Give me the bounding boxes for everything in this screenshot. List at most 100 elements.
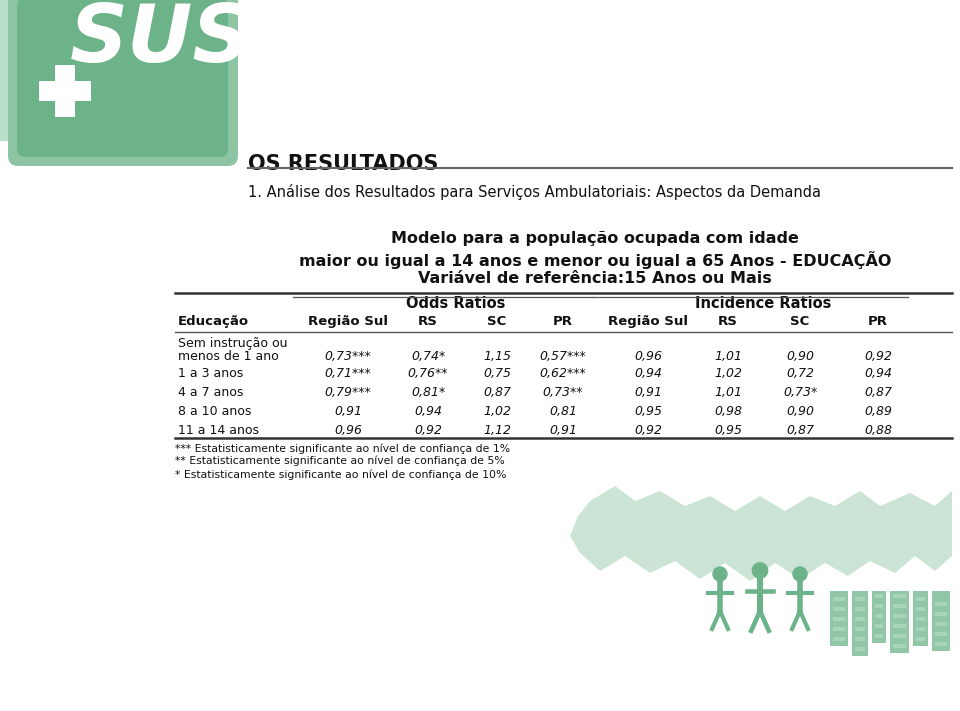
Bar	[833, 607, 845, 611]
Circle shape	[713, 567, 727, 581]
Text: 0,95: 0,95	[714, 424, 742, 437]
Bar	[913, 591, 928, 646]
Bar	[875, 614, 883, 618]
Text: 1,15: 1,15	[483, 350, 511, 363]
Text: 0,92: 0,92	[634, 424, 662, 437]
Text: Modelo para a população ocupada com idade: Modelo para a população ocupada com idad…	[391, 231, 799, 246]
Text: PR: PR	[868, 315, 888, 328]
Text: 0,75: 0,75	[483, 367, 511, 380]
Text: 0,90: 0,90	[786, 350, 814, 363]
Text: Sem instrução ou: Sem instrução ou	[178, 337, 287, 350]
Text: 0,62***: 0,62***	[540, 367, 587, 380]
Text: 0,96: 0,96	[334, 424, 362, 437]
Text: 1,02: 1,02	[714, 367, 742, 380]
Bar	[875, 624, 883, 628]
Text: 11 a 14 anos: 11 a 14 anos	[178, 424, 259, 437]
Text: Região Sul: Região Sul	[608, 315, 688, 328]
Text: 0,92: 0,92	[864, 350, 892, 363]
Bar	[893, 624, 906, 628]
Circle shape	[793, 567, 807, 581]
Text: 0,73**: 0,73**	[542, 386, 584, 399]
Text: 0,94: 0,94	[864, 367, 892, 380]
Bar	[935, 632, 947, 636]
Text: Incidence Ratios: Incidence Ratios	[695, 296, 831, 311]
Text: 0,94: 0,94	[414, 405, 442, 418]
Text: 0,81: 0,81	[549, 405, 577, 418]
Text: OS RESULTADOS: OS RESULTADOS	[248, 154, 439, 174]
Text: 4 a 7 anos: 4 a 7 anos	[178, 386, 244, 399]
Text: 0,81*: 0,81*	[411, 386, 445, 399]
Bar	[852, 591, 868, 656]
Bar	[830, 591, 848, 646]
Circle shape	[753, 563, 768, 578]
Bar	[916, 597, 925, 601]
Bar	[890, 591, 909, 653]
Bar	[935, 622, 947, 626]
Text: RS: RS	[418, 315, 438, 328]
Text: 0,71***: 0,71***	[324, 367, 372, 380]
Bar	[916, 627, 925, 631]
Bar	[916, 617, 925, 621]
Bar	[875, 594, 883, 598]
Bar	[833, 617, 845, 621]
Bar	[893, 644, 906, 648]
Text: 0,87: 0,87	[864, 386, 892, 399]
Text: 0,94: 0,94	[634, 367, 662, 380]
Bar	[893, 614, 906, 618]
Bar	[893, 604, 906, 608]
Bar	[872, 591, 886, 643]
Text: RS: RS	[718, 315, 738, 328]
Text: menos de 1 ano: menos de 1 ano	[178, 350, 278, 363]
Text: 0,91: 0,91	[634, 386, 662, 399]
Bar	[855, 647, 865, 651]
Text: Variável de referência:15 Anos ou Mais: Variável de referência:15 Anos ou Mais	[419, 271, 772, 286]
Bar	[855, 607, 865, 611]
Text: 0,87: 0,87	[786, 424, 814, 437]
Text: Educação: Educação	[178, 315, 250, 328]
FancyBboxPatch shape	[39, 81, 91, 101]
Text: ** Estatisticamente significante ao nível de confiança de 5%: ** Estatisticamente significante ao níve…	[175, 456, 505, 466]
Text: * Estatisticamente significante ao nível de confiança de 10%: * Estatisticamente significante ao nível…	[175, 469, 506, 479]
Text: 0,73***: 0,73***	[324, 350, 372, 363]
Text: SC: SC	[790, 315, 809, 328]
Bar	[833, 637, 845, 641]
Text: 8 a 10 anos: 8 a 10 anos	[178, 405, 252, 418]
Text: 0,91: 0,91	[334, 405, 362, 418]
FancyBboxPatch shape	[8, 0, 238, 166]
Bar	[932, 591, 950, 651]
FancyBboxPatch shape	[0, 0, 230, 141]
Text: 0,79***: 0,79***	[324, 386, 372, 399]
Text: 0,96: 0,96	[634, 350, 662, 363]
FancyBboxPatch shape	[17, 0, 228, 157]
Text: maior ou igual a 14 anos e menor ou igual a 65 Anos - EDUCAÇÃO: maior ou igual a 14 anos e menor ou igua…	[299, 251, 891, 269]
Bar	[855, 627, 865, 631]
Bar	[833, 597, 845, 601]
Text: 0,98: 0,98	[714, 405, 742, 418]
Bar	[875, 634, 883, 638]
Bar	[855, 637, 865, 641]
Text: 0,57***: 0,57***	[540, 350, 587, 363]
Text: SUS: SUS	[69, 1, 251, 79]
Bar	[855, 597, 865, 601]
Text: 0,87: 0,87	[483, 386, 511, 399]
Text: 1,02: 1,02	[483, 405, 511, 418]
Text: 1,01: 1,01	[714, 350, 742, 363]
Bar	[875, 604, 883, 608]
Text: 0,76**: 0,76**	[408, 367, 448, 380]
Text: 1,12: 1,12	[483, 424, 511, 437]
Bar	[935, 612, 947, 616]
Text: 0,89: 0,89	[864, 405, 892, 418]
FancyBboxPatch shape	[55, 65, 75, 117]
Text: 0,91: 0,91	[549, 424, 577, 437]
Text: SC: SC	[488, 315, 507, 328]
Bar	[916, 637, 925, 641]
Text: 0,72: 0,72	[786, 367, 814, 380]
Text: 1 a 3 anos: 1 a 3 anos	[178, 367, 243, 380]
Bar	[916, 607, 925, 611]
Text: Região Sul: Região Sul	[308, 315, 388, 328]
Text: Odds Ratios: Odds Ratios	[406, 296, 505, 311]
Text: *** Estatisticamente significante ao nível de confiança de 1%: *** Estatisticamente significante ao nív…	[175, 443, 510, 454]
Bar	[855, 617, 865, 621]
Text: 0,74*: 0,74*	[411, 350, 445, 363]
Text: PR: PR	[553, 315, 573, 328]
